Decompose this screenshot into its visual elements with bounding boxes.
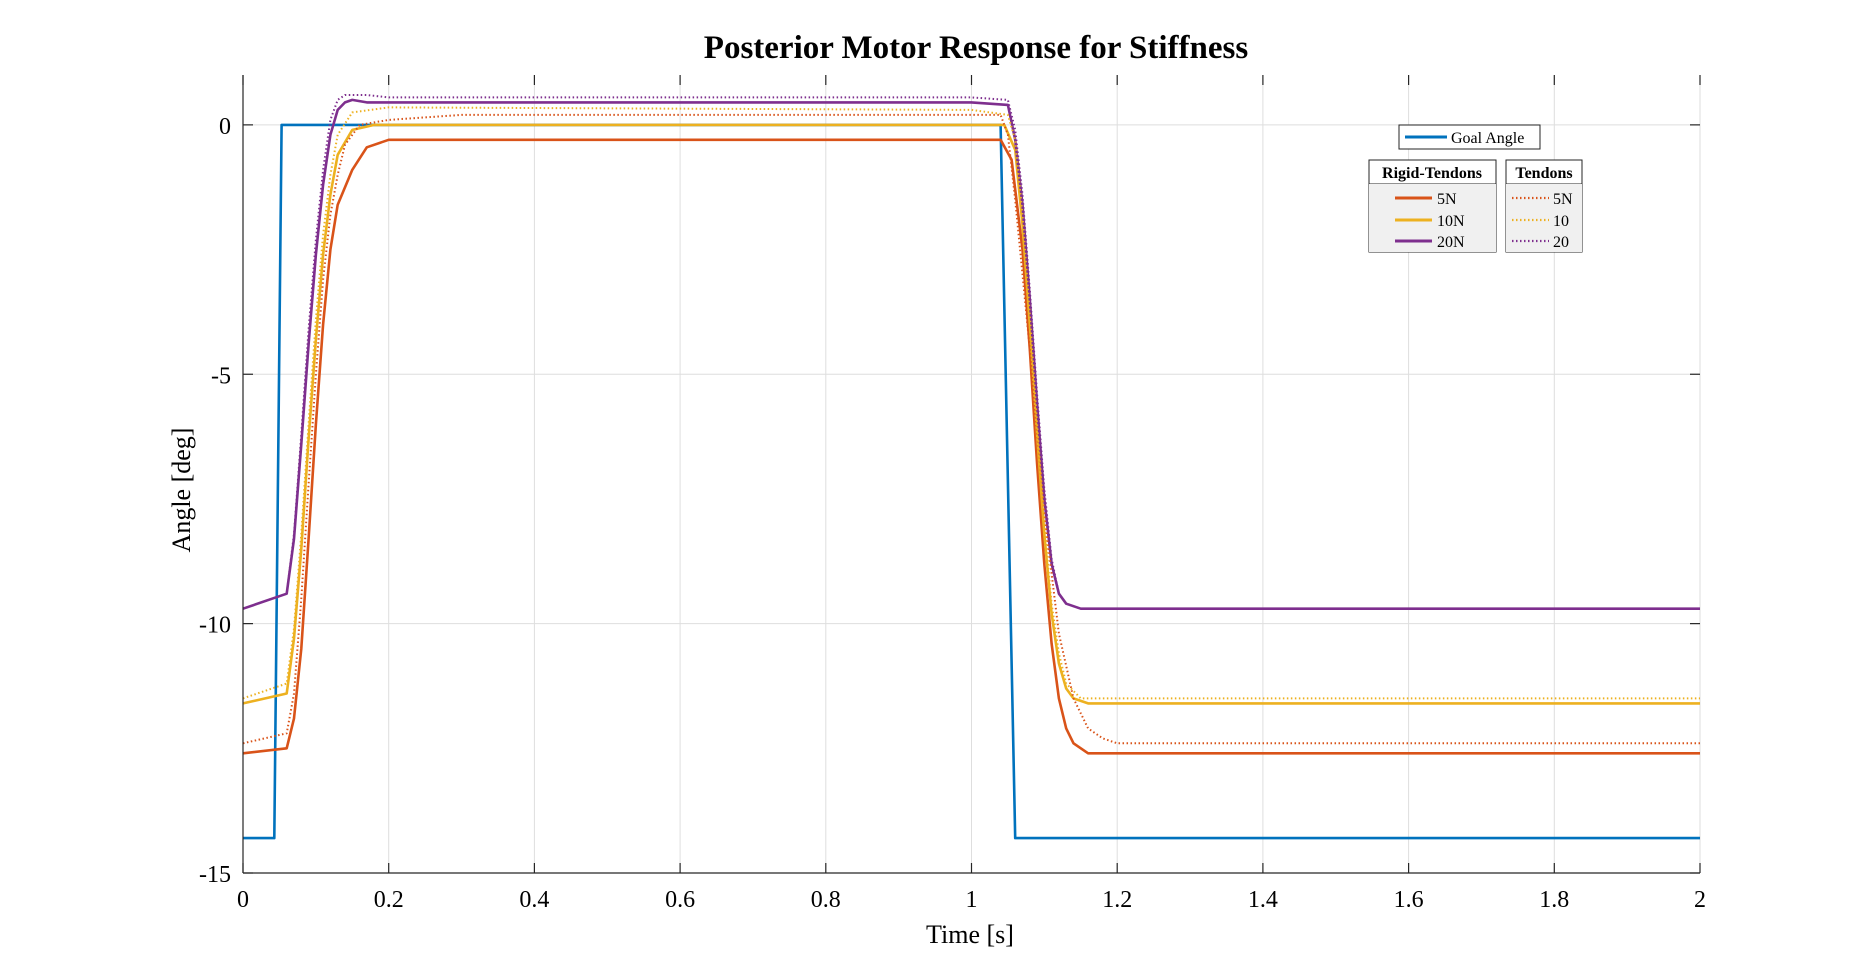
x-ticks: 0 0.2 0.4 0.6 0.8 1 1.2 1.4 1.6 1.8 2 — [237, 75, 1706, 913]
chart-title: Posterior Motor Response for Stiffness — [704, 30, 1249, 66]
y-tick-label: -15 — [199, 862, 231, 888]
series-line-tendons-20 — [242, 94, 1700, 610]
y-tick-label: -5 — [211, 363, 231, 389]
y-tick-label: 0 — [219, 114, 231, 140]
x-tick-label: 0.2 — [374, 887, 404, 913]
x-tick-label: 0.6 — [665, 887, 695, 913]
x-axis-label: Time [s] — [926, 920, 1014, 949]
legend-rigid-label-20n: 20N — [1437, 234, 1465, 251]
x-tick-label: 0 — [237, 887, 249, 913]
series-line-rigid-tendons-10n — [242, 123, 1700, 705]
x-tick-label: 1.2 — [1102, 887, 1132, 913]
legend-tendons-label-20: 20 — [1553, 234, 1569, 251]
series-line-rigid-tendons-20n — [242, 98, 1700, 611]
legend-rigid: Rigid-Tendons 5N 10N 20N — [1368, 159, 1497, 253]
series-line-tendons-5n — [242, 113, 1700, 745]
legend-tendons: Tendons 5N 10 20 — [1505, 159, 1583, 253]
plot-area — [242, 94, 1700, 840]
y-tick-label: -10 — [199, 613, 231, 639]
x-tick-label: 1 — [966, 887, 978, 913]
legend-goal: Goal Angle — [1398, 124, 1541, 150]
y-ticks: 0 -5 -10 -15 — [199, 114, 1700, 888]
series-line-rigid-tendons-5n — [242, 138, 1700, 755]
x-tick-label: 0.8 — [811, 887, 841, 913]
x-tick-label: 2 — [1694, 887, 1706, 913]
x-tick-label: 1.8 — [1539, 887, 1569, 913]
x-tick-label: 1.6 — [1394, 887, 1424, 913]
legend-rigid-label-5n: 5N — [1437, 191, 1457, 208]
y-axis-label: Angle [deg] — [167, 428, 196, 553]
legend-tendons-label-10: 10 — [1553, 213, 1569, 230]
legend-tendons-title: Tendons — [1515, 165, 1572, 182]
series-line-tendons-10 — [242, 106, 1700, 700]
x-tick-label: 0.4 — [519, 887, 549, 913]
legend-rigid-title: Rigid-Tendons — [1382, 165, 1482, 182]
legend-rigid-label-10n: 10N — [1437, 213, 1465, 230]
x-tick-label: 1.4 — [1248, 887, 1278, 913]
legend-tendons-label-5n: 5N — [1553, 191, 1573, 208]
legend-goal-label: Goal Angle — [1451, 130, 1524, 147]
